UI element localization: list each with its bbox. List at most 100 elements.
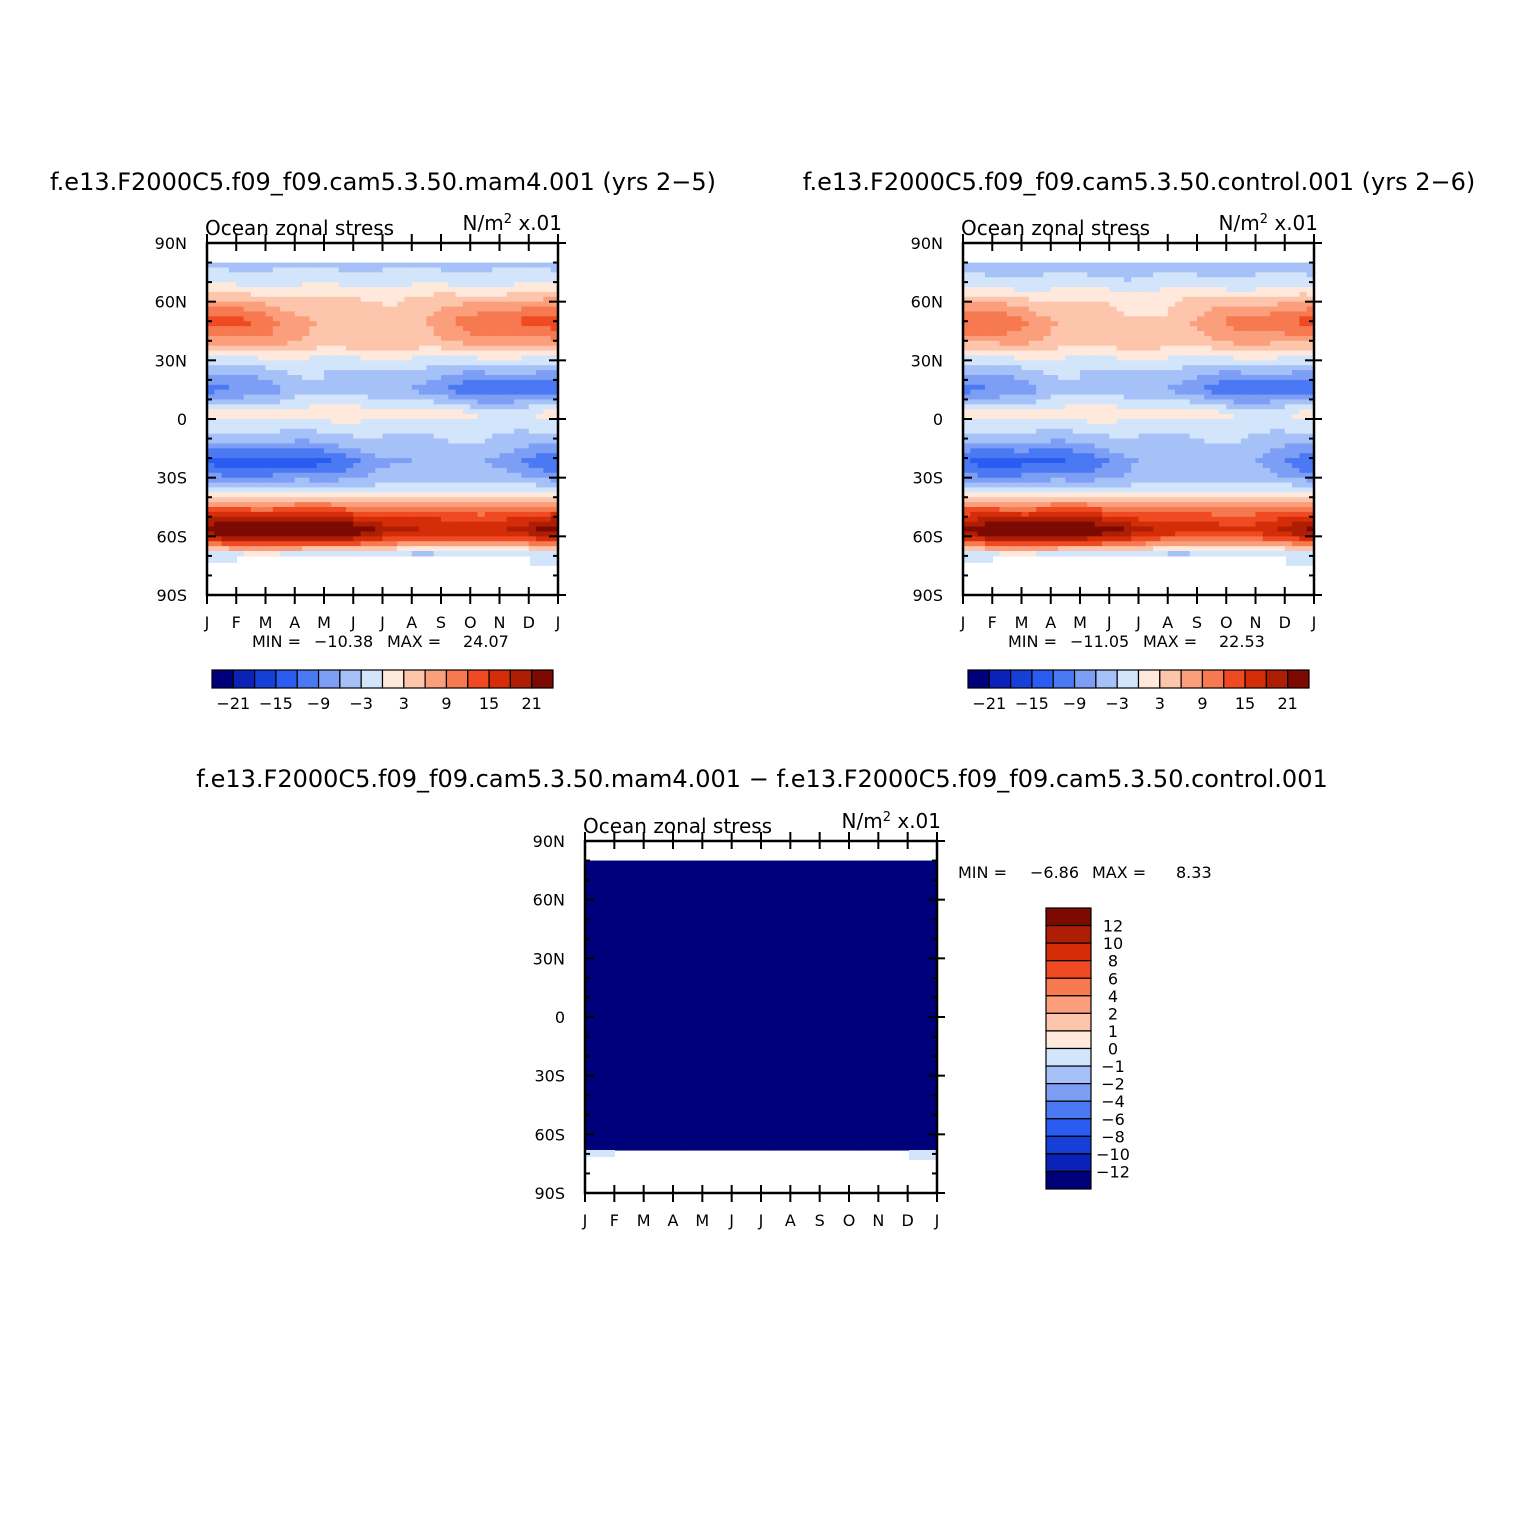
contour-cell [331, 463, 340, 469]
contour-cell [484, 277, 493, 283]
contour-cell [1021, 511, 1030, 518]
contour-cell [1160, 365, 1169, 371]
contour-cell [455, 306, 464, 313]
contour-cell [550, 296, 559, 303]
contour-cell [1145, 296, 1154, 303]
contour-cell [1160, 546, 1169, 552]
contour-cell [1080, 492, 1088, 498]
contour-cell [272, 541, 281, 547]
contour-cell [1021, 502, 1030, 508]
contour-cell [1160, 551, 1169, 557]
contour-cell [1028, 536, 1037, 542]
contour-cell [470, 375, 479, 381]
contour-cell [499, 414, 508, 420]
contour-cell [250, 433, 259, 440]
contour-cell [375, 262, 384, 269]
contour-cell [316, 306, 325, 313]
contour-cell [294, 477, 303, 484]
contour-cell [367, 502, 376, 508]
contour-cell [441, 311, 449, 317]
contour-cell [1065, 497, 1074, 503]
contour-cell [243, 458, 252, 464]
contour-cell [1123, 331, 1132, 337]
contour-cell [1160, 355, 1169, 361]
contour-cell [984, 487, 993, 493]
contour-cell [499, 379, 508, 386]
contour-cell [228, 516, 237, 523]
contour-cell [499, 355, 508, 361]
contour-cell [397, 399, 406, 405]
contour-cell [462, 511, 471, 518]
contour-cell [1006, 389, 1015, 396]
contour-cell [316, 472, 325, 479]
contour-cell [1138, 487, 1147, 493]
contour-cell [536, 360, 544, 366]
contour-cell [338, 340, 347, 347]
contour-cell [492, 511, 501, 518]
contour-cell [265, 438, 274, 445]
contour-cell [433, 458, 442, 464]
contour-cell [1116, 316, 1125, 322]
contour-cell [1131, 331, 1140, 337]
contour-cell [514, 399, 523, 405]
contour-cell [499, 546, 508, 552]
contour-cell [345, 311, 354, 317]
contour-cell [1175, 463, 1183, 469]
contour-cell [441, 516, 449, 523]
contour-cell [977, 448, 986, 454]
contour-cell [389, 448, 398, 454]
contour-cell [280, 301, 289, 308]
contour-cell [492, 458, 501, 464]
contour-cell [1189, 536, 1198, 542]
contour-cell [411, 331, 420, 337]
contour-cell [309, 301, 318, 308]
contour-cell [528, 331, 537, 337]
contour-cell [287, 340, 296, 347]
contour-cell [345, 516, 354, 523]
contour-cell [411, 482, 420, 489]
contour-cell [331, 404, 340, 410]
contour-cell [1175, 291, 1183, 298]
contour-cell [426, 384, 435, 391]
contour-cell [448, 409, 457, 415]
contour-cell [1182, 379, 1191, 386]
contour-cell [1189, 379, 1198, 386]
contour-cell [1109, 487, 1118, 493]
contour-cell [1021, 350, 1030, 357]
contour-cell [228, 399, 237, 405]
contour-cell [1080, 272, 1088, 278]
contour-cell [1043, 546, 1052, 552]
contour-cell [499, 526, 508, 533]
contour-cell [1006, 531, 1015, 537]
contour-cell [1101, 331, 1110, 337]
contour-cell [1145, 282, 1154, 288]
contour-cell [294, 287, 303, 293]
contour-cell [1028, 419, 1037, 425]
contour-cell [426, 291, 435, 298]
contour-cell [1006, 267, 1015, 273]
contour-cell [258, 492, 267, 498]
contour-cell [265, 331, 274, 337]
contour-cell [1167, 296, 1176, 303]
contour-cell [970, 345, 979, 352]
contour-cell [543, 516, 552, 523]
contour-cell [221, 448, 230, 454]
contour-cell [1028, 291, 1037, 298]
contour-cell [999, 458, 1008, 464]
contour-cell [324, 301, 332, 308]
contour-cell [1145, 511, 1154, 518]
contour-cell [1028, 296, 1037, 303]
contour-cell [1021, 443, 1030, 449]
contour-cell [404, 463, 413, 469]
contour-cell [258, 453, 267, 459]
contour-cell [419, 482, 427, 489]
contour-cell [1058, 326, 1066, 332]
contour-cell [1197, 345, 1205, 352]
contour-cell [309, 321, 318, 327]
contour-cell [1043, 467, 1052, 474]
contour-cell [448, 546, 457, 552]
contour-cell [984, 267, 993, 273]
contour-cell [433, 311, 442, 317]
contour-cell [353, 311, 362, 317]
contour-cell [1131, 340, 1140, 347]
